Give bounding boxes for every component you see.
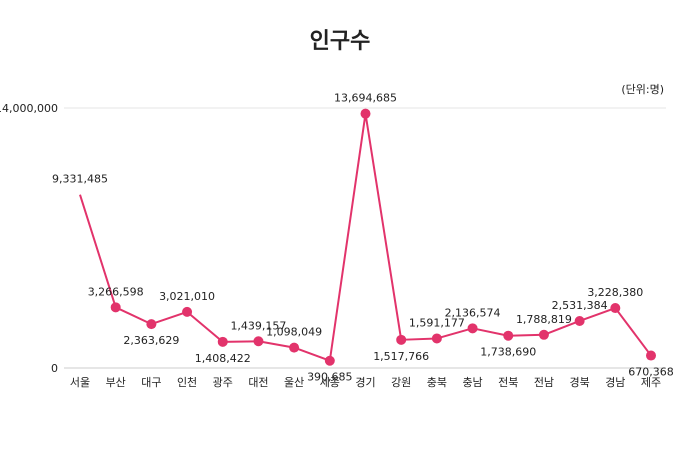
data-point-울산[interactable]	[289, 342, 300, 353]
x-tick-label-경기: 경기	[355, 376, 375, 389]
data-point-전북[interactable]	[503, 330, 514, 341]
data-point-대전[interactable]	[253, 336, 264, 347]
data-point-인천[interactable]	[182, 306, 193, 317]
value-label-경기: 13,694,685	[334, 92, 397, 105]
unit-note: (단위:명)	[621, 83, 664, 96]
value-label-경북: 2,531,384	[552, 299, 608, 312]
x-tick-label-충남: 충남	[462, 376, 482, 389]
value-label-세종: 390,685	[307, 371, 353, 384]
value-label-광주: 1,408,422	[195, 352, 251, 365]
x-tick-label-충북: 충북	[427, 376, 447, 389]
x-tick-label-전남: 전남	[534, 376, 554, 389]
value-label-경남: 3,228,380	[587, 286, 643, 299]
x-tick-label-전북: 전북	[498, 376, 518, 389]
value-label-전북: 1,738,690	[480, 346, 536, 359]
x-tick-label-광주: 광주	[213, 376, 233, 389]
data-point-충남[interactable]	[467, 323, 478, 334]
value-label-충남: 2,136,574	[445, 306, 501, 319]
value-label-전남: 1,788,819	[516, 313, 572, 326]
data-point-경남[interactable]	[610, 303, 621, 314]
x-tick-label-세종: 세종	[320, 376, 340, 389]
value-label-대전: 1,439,157	[230, 319, 286, 332]
data-point-충북[interactable]	[431, 333, 442, 344]
value-label-부산: 3,266,598	[88, 285, 144, 298]
value-label-울산: 1,098,049	[266, 326, 322, 339]
data-point-대구[interactable]	[146, 319, 157, 330]
data-point-경북[interactable]	[574, 315, 585, 326]
x-tick-label-서울: 서울	[70, 376, 90, 389]
x-tick-label-제주: 제주	[641, 376, 661, 389]
x-tick-label-부산: 부산	[106, 376, 126, 389]
data-point-광주[interactable]	[217, 336, 228, 347]
value-label-대구: 2,363,629	[123, 334, 179, 347]
x-tick-label-울산: 울산	[284, 376, 304, 389]
x-tick-label-인천: 인천	[177, 375, 197, 389]
data-point-강원[interactable]	[396, 334, 407, 345]
value-label-제주: 670,368	[628, 366, 674, 379]
data-point-세종[interactable]	[324, 355, 335, 366]
x-tick-label-대구: 대구	[141, 376, 161, 389]
data-point-전남[interactable]	[538, 329, 549, 340]
value-label-강원: 1,517,766	[373, 350, 429, 363]
data-point-부산[interactable]	[110, 302, 121, 313]
y-tick-label-1: 14,000,000	[0, 102, 58, 115]
chart-title: 인구수	[310, 29, 371, 54]
data-point-제주[interactable]	[646, 350, 656, 361]
x-tick-label-경남: 경남	[605, 376, 625, 389]
x-tick-label-강원: 강원	[391, 376, 411, 389]
data-point-경기[interactable]	[360, 108, 371, 119]
x-tick-label-대전: 대전	[248, 376, 268, 389]
value-label-인천: 3,021,010	[159, 290, 215, 303]
y-tick-label-0: 0	[51, 362, 58, 375]
value-label-서울: 9,331,485	[52, 173, 108, 186]
value-label-충북: 1,591,177	[409, 316, 465, 329]
x-tick-label-경북: 경북	[570, 376, 590, 389]
